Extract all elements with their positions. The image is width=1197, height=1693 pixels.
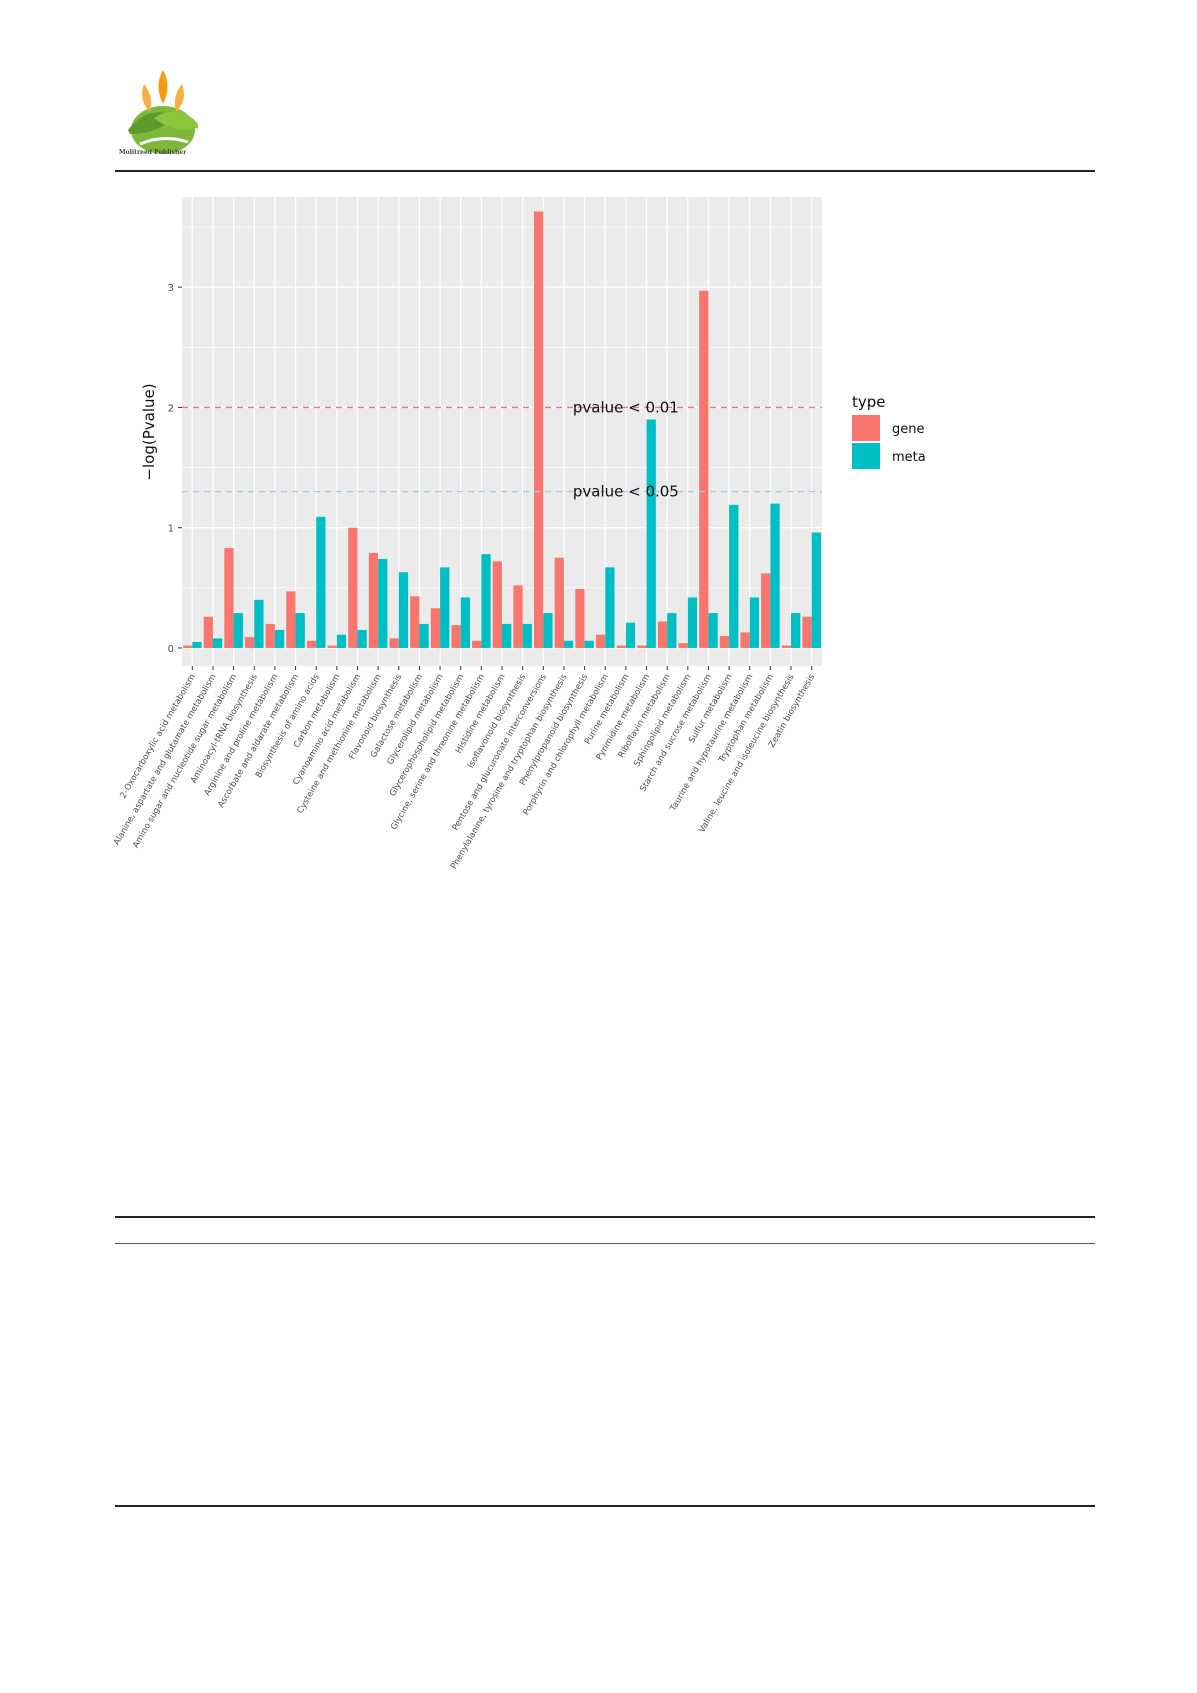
- table-rule-mid: [115, 1243, 1095, 1244]
- legend: type gene meta: [852, 393, 926, 469]
- bar-gene: [616, 645, 626, 648]
- bar-meta: [295, 613, 305, 648]
- bar-meta: [522, 623, 532, 648]
- bar-meta: [481, 554, 491, 648]
- bar-gene: [451, 625, 461, 648]
- bar-meta: [233, 613, 243, 648]
- bar-meta: [460, 597, 470, 648]
- bar-gene: [368, 552, 379, 648]
- bar-meta: [749, 597, 760, 648]
- table-rule-top: [115, 1216, 1095, 1218]
- bar-meta: [419, 623, 429, 648]
- annotation-label: pvalue < 0.05: [573, 483, 679, 501]
- pathway-enrichment-chart: pvalue < 0.01 pvalue < 0.05 0 1 2 3 2-Oxocar…: [112, 197, 926, 871]
- bar-gene: [348, 527, 358, 648]
- bar-gene: [244, 637, 255, 648]
- bar-gene: [657, 621, 668, 648]
- bar-meta: [274, 629, 285, 648]
- annotation-label: pvalue < 0.01: [573, 398, 679, 416]
- table-rule-bottom: [115, 1505, 1095, 1507]
- bar-meta: [563, 640, 574, 648]
- bar-gene: [678, 643, 688, 648]
- header-rule: [115, 170, 1095, 172]
- bar-meta: [192, 641, 202, 648]
- annotations: pvalue < 0.01 pvalue < 0.05: [573, 398, 679, 500]
- bar-meta: [440, 567, 450, 648]
- bar-meta: [398, 572, 409, 648]
- bar-gene: [513, 585, 523, 648]
- bar-meta: [336, 634, 347, 648]
- bar-gene: [306, 640, 317, 648]
- legend-key-meta: [852, 443, 880, 469]
- legend-key-gene: [852, 415, 880, 441]
- bar-meta: [543, 613, 553, 648]
- bar-meta: [625, 622, 636, 648]
- bar-meta: [667, 613, 677, 648]
- bar-gene: [389, 638, 399, 648]
- bar-gene: [595, 634, 606, 648]
- bar-gene: [224, 548, 234, 648]
- bar-gene: [286, 591, 296, 648]
- bar-gene: [554, 557, 564, 648]
- bar-gene: [699, 290, 709, 648]
- bar-meta: [605, 567, 615, 648]
- bar-gene: [761, 573, 771, 648]
- bar-meta: [770, 503, 780, 648]
- y-axis-title: −log(Pvalue): [140, 383, 158, 480]
- bar-gene: [719, 635, 730, 648]
- bar-meta: [584, 640, 594, 648]
- bar-meta: [729, 504, 739, 648]
- bar-gene: [183, 645, 193, 648]
- bar-gene: [781, 645, 792, 648]
- threshold-lines: [182, 406, 822, 493]
- publisher-name: Molitreed Publisher: [119, 149, 187, 156]
- bar-meta: [811, 532, 821, 648]
- bar-meta: [316, 516, 326, 648]
- bar-meta: [357, 629, 367, 648]
- bar-gene: [637, 645, 647, 648]
- bar-meta: [687, 597, 698, 648]
- bar-gene: [327, 645, 337, 648]
- bar-gene: [265, 623, 275, 648]
- y-tick-label: 3: [168, 283, 174, 294]
- bar-gene: [575, 589, 585, 648]
- bar-meta: [212, 638, 223, 648]
- bar-meta: [708, 613, 718, 648]
- bar-gene: [410, 596, 420, 648]
- bars: [183, 211, 821, 648]
- bar-meta: [502, 623, 512, 648]
- bar-gene: [472, 640, 482, 648]
- y-tick-label: 1: [168, 524, 174, 535]
- bar-gene: [740, 632, 750, 648]
- legend-label-meta: meta: [892, 450, 926, 465]
- legend-title: type: [852, 393, 886, 411]
- bar-gene: [534, 211, 544, 648]
- y-axis: 0 1 2 3: [168, 283, 182, 655]
- bar-meta: [791, 613, 801, 648]
- y-tick-label: 2: [168, 403, 174, 414]
- bar-gene: [430, 608, 441, 648]
- y-tick-label: 0: [168, 644, 174, 655]
- legend-label-gene: gene: [892, 422, 925, 437]
- bar-gene: [492, 561, 502, 648]
- bar-meta: [378, 558, 388, 648]
- bar-meta: [254, 599, 264, 648]
- bar-gene: [203, 616, 213, 648]
- x-axis: 2-Oxocarboxylic acid metabolismAlanine, …: [112, 666, 818, 871]
- publisher-logo: [128, 70, 198, 154]
- bar-gene: [802, 616, 812, 648]
- bar-meta: [646, 419, 656, 648]
